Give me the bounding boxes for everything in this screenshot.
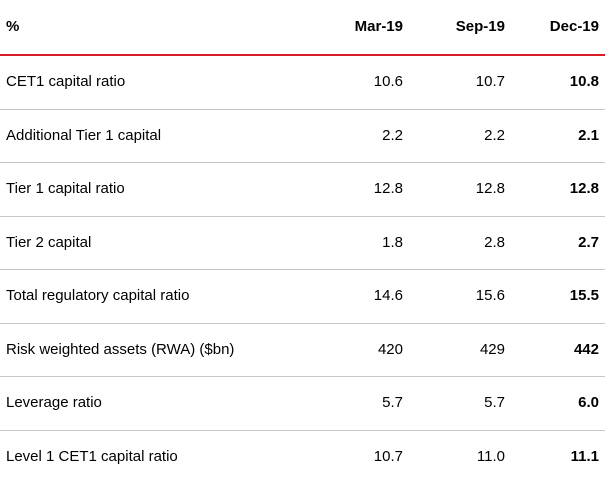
table-row: Tier 1 capital ratio 12.8 12.8 12.8 [0,163,605,217]
table-row: Tier 2 capital 1.8 2.8 2.7 [0,217,605,271]
value-dec19: 11.1 [505,448,605,466]
value-mar19: 14.6 [331,287,403,305]
value-dec19: 15.5 [505,287,605,305]
table-row: Total regulatory capital ratio 14.6 15.6… [0,270,605,324]
value-mar19: 10.7 [331,448,403,466]
row-label: CET1 capital ratio [0,73,331,91]
table-row: Additional Tier 1 capital 2.2 2.2 2.1 [0,110,605,164]
header-sep19: Sep-19 [403,18,505,36]
table-row: Leverage ratio 5.7 5.7 6.0 [0,377,605,431]
value-sep19: 5.7 [403,394,505,412]
value-dec19: 2.7 [505,234,605,252]
value-sep19: 2.8 [403,234,505,252]
value-mar19: 12.8 [331,180,403,198]
header-mar19: Mar-19 [331,18,403,36]
value-dec19: 6.0 [505,394,605,412]
value-mar19: 1.8 [331,234,403,252]
header-dec19: Dec-19 [505,18,605,36]
value-sep19: 11.0 [403,448,505,466]
row-label: Level 1 CET1 capital ratio [0,448,331,466]
value-dec19: 12.8 [505,180,605,198]
value-sep19: 10.7 [403,73,505,91]
value-mar19: 10.6 [331,73,403,91]
value-mar19: 420 [331,341,403,359]
value-dec19: 10.8 [505,73,605,91]
table-row: Level 1 CET1 capital ratio 10.7 11.0 11.… [0,431,605,484]
row-label: Tier 1 capital ratio [0,180,331,198]
value-mar19: 5.7 [331,394,403,412]
row-label: Total regulatory capital ratio [0,287,331,305]
value-sep19: 12.8 [403,180,505,198]
row-label: Leverage ratio [0,394,331,412]
value-mar19: 2.2 [331,127,403,145]
header-unit-label: % [0,18,331,36]
value-sep19: 2.2 [403,127,505,145]
table-header-row: % Mar-19 Sep-19 Dec-19 [0,0,605,56]
row-label: Risk weighted assets (RWA) ($bn) [0,341,331,359]
value-dec19: 442 [505,341,605,359]
table-row: Risk weighted assets (RWA) ($bn) 420 429… [0,324,605,378]
row-label: Tier 2 capital [0,234,331,252]
value-sep19: 15.6 [403,287,505,305]
table-row: CET1 capital ratio 10.6 10.7 10.8 [0,56,605,110]
row-label: Additional Tier 1 capital [0,127,331,145]
value-sep19: 429 [403,341,505,359]
value-dec19: 2.1 [505,127,605,145]
